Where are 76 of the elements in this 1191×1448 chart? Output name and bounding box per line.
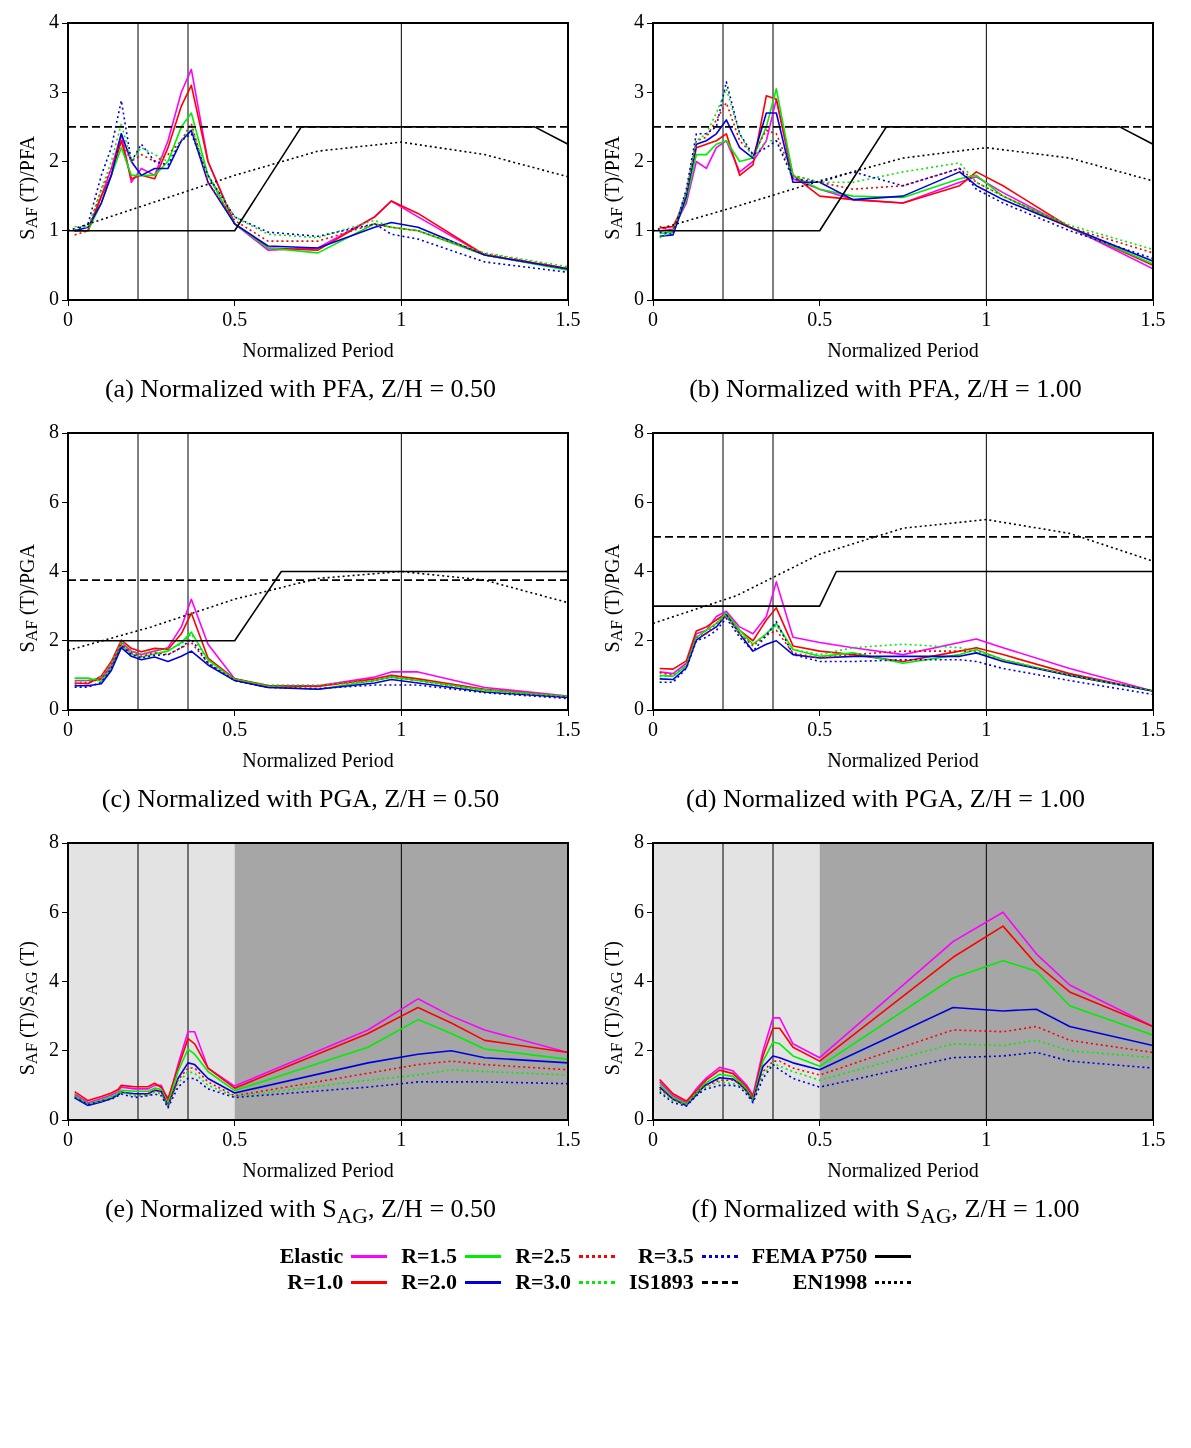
y-tick-label: 2 <box>48 148 59 171</box>
legend-label: R=1.0 <box>287 1269 344 1296</box>
x-tick-label: 0 <box>62 308 73 331</box>
y-tick-label: 8 <box>48 830 59 853</box>
x-tick-label: 1.5 <box>1140 308 1165 331</box>
y-tick-label: 2 <box>633 628 644 650</box>
legend-label: R=2.5 <box>515 1243 572 1270</box>
x-tick-label: 0.5 <box>806 1128 832 1151</box>
y-tick-label: 2 <box>633 148 644 171</box>
legend-label: R=2.0 <box>401 1269 458 1296</box>
legend-label: FEMA P750 <box>751 1243 868 1270</box>
x-axis-title: Normalized Period <box>241 749 394 772</box>
x-axis-title: Normalized Period <box>241 339 394 362</box>
y-tick-label: 2 <box>633 1038 644 1060</box>
y-tick-label: 1 <box>633 218 644 240</box>
y-tick-label: 4 <box>48 558 59 581</box>
x-tick-label: 0.5 <box>221 1128 247 1151</box>
y-tick-label: 3 <box>48 79 59 102</box>
legend-label: EN1998 <box>792 1269 868 1296</box>
y-tick-label: 0 <box>48 697 59 720</box>
legend-label: R=3.0 <box>515 1269 572 1296</box>
x-axis-title: Normalized Period <box>241 1159 394 1182</box>
legend-label: Elastic <box>279 1243 344 1270</box>
x-tick-label: 0.5 <box>806 718 832 741</box>
y-tick-label: 6 <box>48 899 59 922</box>
y-tick-label: 4 <box>633 558 644 581</box>
y-tick-label: 0 <box>48 1107 59 1130</box>
x-tick-label: 1 <box>980 1128 991 1151</box>
y-tick-label: 6 <box>633 899 644 922</box>
x-axis-title: Normalized Period <box>826 1159 979 1182</box>
text: (a) Normalized with PFA, Z/H = 0.50 <box>104 374 497 404</box>
text: (b) Normalized with PFA, Z/H = 1.00 <box>689 374 1082 404</box>
x-tick-label: 1.5 <box>1140 718 1165 741</box>
y-tick-label: 0 <box>633 697 644 720</box>
y-tick-label: 4 <box>48 968 59 991</box>
y-tick-label: 0 <box>48 287 59 310</box>
x-tick-label: 1 <box>980 308 991 331</box>
text: (f) Normalized with S$_{AG}$, Z/H = 1.00 <box>691 1194 1080 1230</box>
y-tick-label: 6 <box>48 489 59 512</box>
y-tick-label: 6 <box>633 489 644 512</box>
x-tick-label: 1.5 <box>1140 1128 1165 1151</box>
x-tick-label: 0 <box>647 308 658 331</box>
text: (e) Normalized with S$_{AG}$, Z/H = 0.50 <box>104 1194 497 1230</box>
y-tick-label: 4 <box>633 10 644 33</box>
y-tick-label: 1 <box>48 218 59 240</box>
x-axis-title: Normalized Period <box>826 339 979 362</box>
legend-label: R=3.5 <box>637 1243 694 1270</box>
x-tick-label: 0 <box>647 718 658 741</box>
y-tick-label: 3 <box>633 79 644 102</box>
x-tick-label: 0.5 <box>221 308 247 331</box>
legend-label: IS1893 <box>629 1269 694 1296</box>
y-tick-label: 8 <box>633 830 644 853</box>
y-tick-label: 8 <box>48 420 59 443</box>
text: (c) Normalized with PGA, Z/H = 0.50 <box>101 784 500 814</box>
y-tick-label: 2 <box>48 628 59 650</box>
y-tick-label: 4 <box>48 10 59 33</box>
y-tick-label: 8 <box>633 420 644 443</box>
y-tick-label: 0 <box>633 1107 644 1130</box>
x-tick-label: 1 <box>395 1128 406 1151</box>
x-tick-label: 1.5 <box>555 718 580 741</box>
x-tick-label: 0.5 <box>221 718 247 741</box>
y-tick-label: 0 <box>633 287 644 310</box>
y-tick-label: 2 <box>48 1038 59 1060</box>
x-tick-label: 0 <box>62 1128 73 1151</box>
x-tick-label: 0 <box>647 1128 658 1151</box>
x-axis-title: Normalized Period <box>826 749 979 772</box>
legend-label: R=1.5 <box>401 1243 458 1270</box>
x-tick-label: 1.5 <box>555 308 580 331</box>
text: (d) Normalized with PGA, Z/H = 1.00 <box>686 784 1085 814</box>
x-tick-label: 1 <box>395 718 406 741</box>
x-tick-label: 0.5 <box>806 308 832 331</box>
y-tick-label: 4 <box>633 968 644 991</box>
x-tick-label: 1 <box>980 718 991 741</box>
x-tick-label: 1.5 <box>555 1128 580 1151</box>
x-tick-label: 0 <box>62 718 73 741</box>
x-tick-label: 1 <box>395 308 406 331</box>
